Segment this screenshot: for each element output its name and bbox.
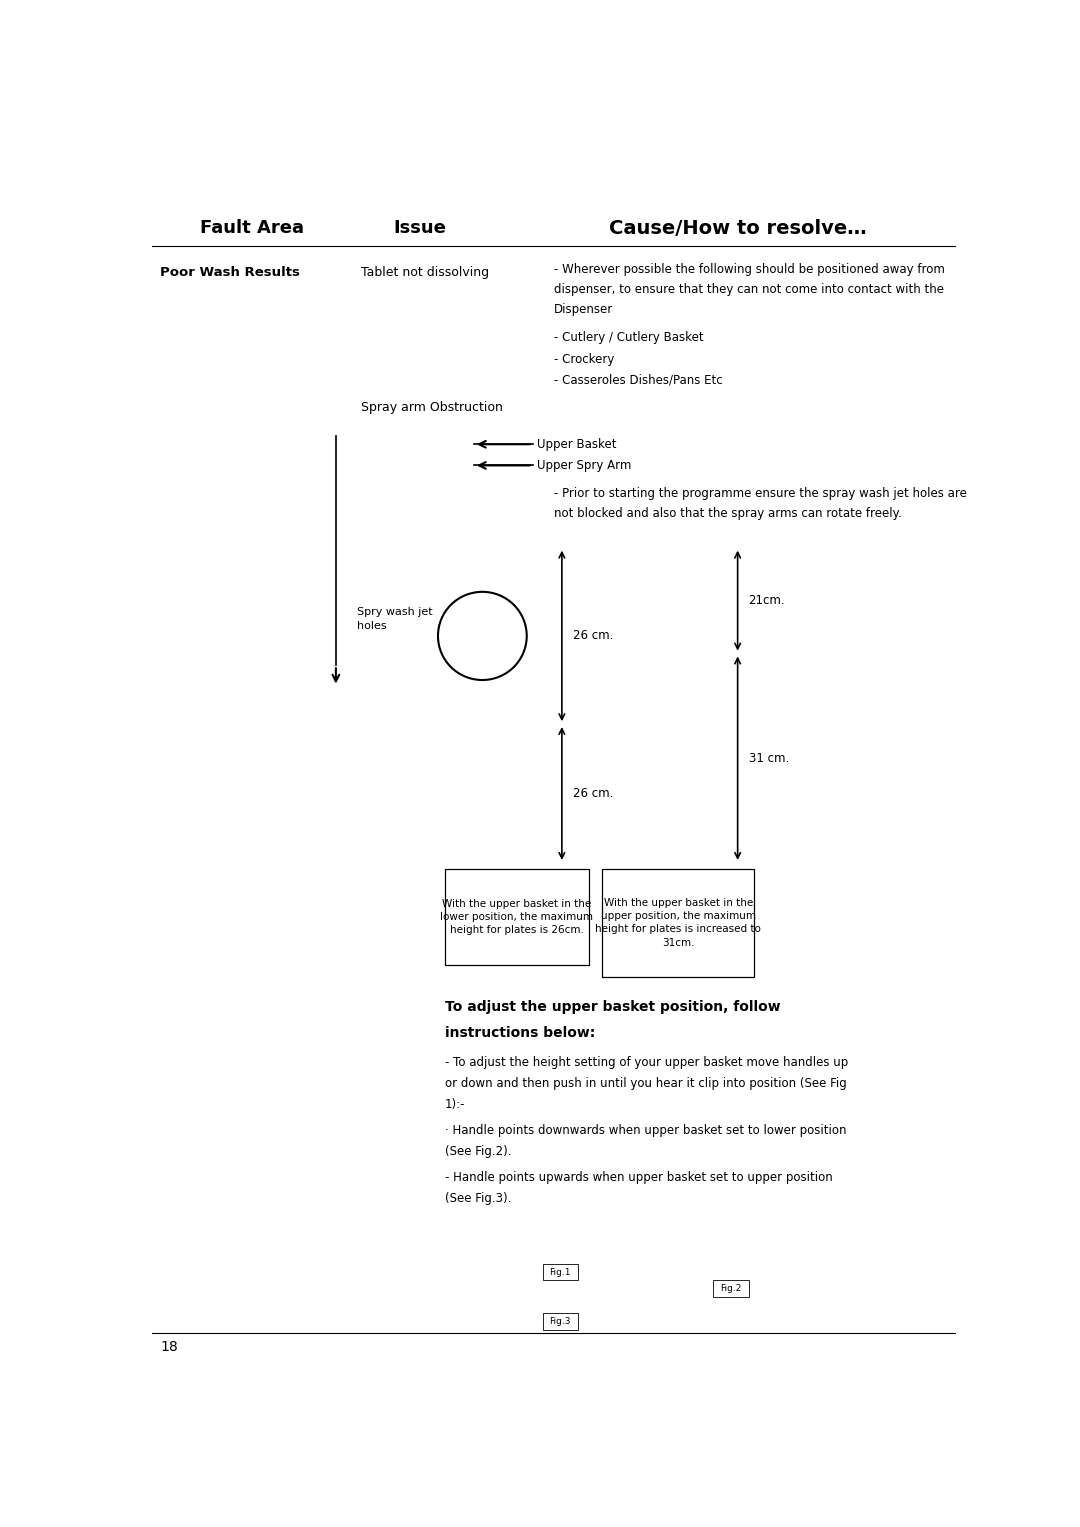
Text: - Wherever possible the following should be positioned away from: - Wherever possible the following should… <box>554 263 944 276</box>
Text: - Crockery: - Crockery <box>554 353 613 365</box>
Text: Fig.1: Fig.1 <box>550 1267 571 1277</box>
Text: dispenser, to ensure that they can not come into contact with the: dispenser, to ensure that they can not c… <box>554 282 944 296</box>
Text: 26 cm.: 26 cm. <box>572 786 613 800</box>
Text: - To adjust the height setting of your upper basket move handles up: - To adjust the height setting of your u… <box>445 1055 848 1069</box>
Text: or down and then push in until you hear it clip into position (See Fig: or down and then push in until you hear … <box>445 1077 847 1090</box>
Text: 26 cm.: 26 cm. <box>572 629 613 643</box>
Text: Fault Area: Fault Area <box>200 218 305 237</box>
Text: Spray arm Obstruction: Spray arm Obstruction <box>361 400 503 414</box>
Text: 18: 18 <box>160 1341 178 1354</box>
Bar <box>602 869 754 977</box>
Text: Upper Basket: Upper Basket <box>537 438 617 450</box>
Text: - Handle points upwards when upper basket set to upper position: - Handle points upwards when upper baske… <box>445 1171 833 1183</box>
Text: Issue: Issue <box>393 218 446 237</box>
Text: 31 cm.: 31 cm. <box>748 751 788 765</box>
Text: Cause/How to resolve…: Cause/How to resolve… <box>609 218 866 238</box>
Text: To adjust the upper basket position, follow: To adjust the upper basket position, fol… <box>445 1000 781 1014</box>
Text: Tablet not dissolving: Tablet not dissolving <box>361 266 489 278</box>
Text: Fig.3: Fig.3 <box>550 1316 571 1325</box>
Text: Spry wash jet
holes: Spry wash jet holes <box>356 606 432 631</box>
Text: Fig.2: Fig.2 <box>720 1284 742 1293</box>
Text: - Casseroles Dishes/Pans Etc: - Casseroles Dishes/Pans Etc <box>554 374 723 386</box>
Text: With the upper basket in the
upper position, the maximum
height for plates is in: With the upper basket in the upper posit… <box>595 898 761 948</box>
Text: 21cm.: 21cm. <box>748 594 785 608</box>
Text: not blocked and also that the spray arms can rotate freely.: not blocked and also that the spray arms… <box>554 507 901 519</box>
Text: (See Fig.3).: (See Fig.3). <box>445 1193 511 1205</box>
Text: Dispenser: Dispenser <box>554 304 612 316</box>
Text: Upper Spry Arm: Upper Spry Arm <box>537 460 631 472</box>
Text: Poor Wash Results: Poor Wash Results <box>160 266 300 278</box>
Text: 1):-: 1):- <box>445 1098 465 1112</box>
Text: - Prior to starting the programme ensure the spray wash jet holes are: - Prior to starting the programme ensure… <box>554 487 967 499</box>
Text: - Cutlery / Cutlery Basket: - Cutlery / Cutlery Basket <box>554 331 703 345</box>
Text: instructions below:: instructions below: <box>445 1026 595 1040</box>
Text: With the upper basket in the
lower position, the maximum
height for plates is 26: With the upper basket in the lower posit… <box>441 899 593 935</box>
Text: · Handle points downwards when upper basket set to lower position: · Handle points downwards when upper bas… <box>445 1124 847 1138</box>
Text: (See Fig.2).: (See Fig.2). <box>445 1145 511 1157</box>
Bar <box>445 869 589 965</box>
